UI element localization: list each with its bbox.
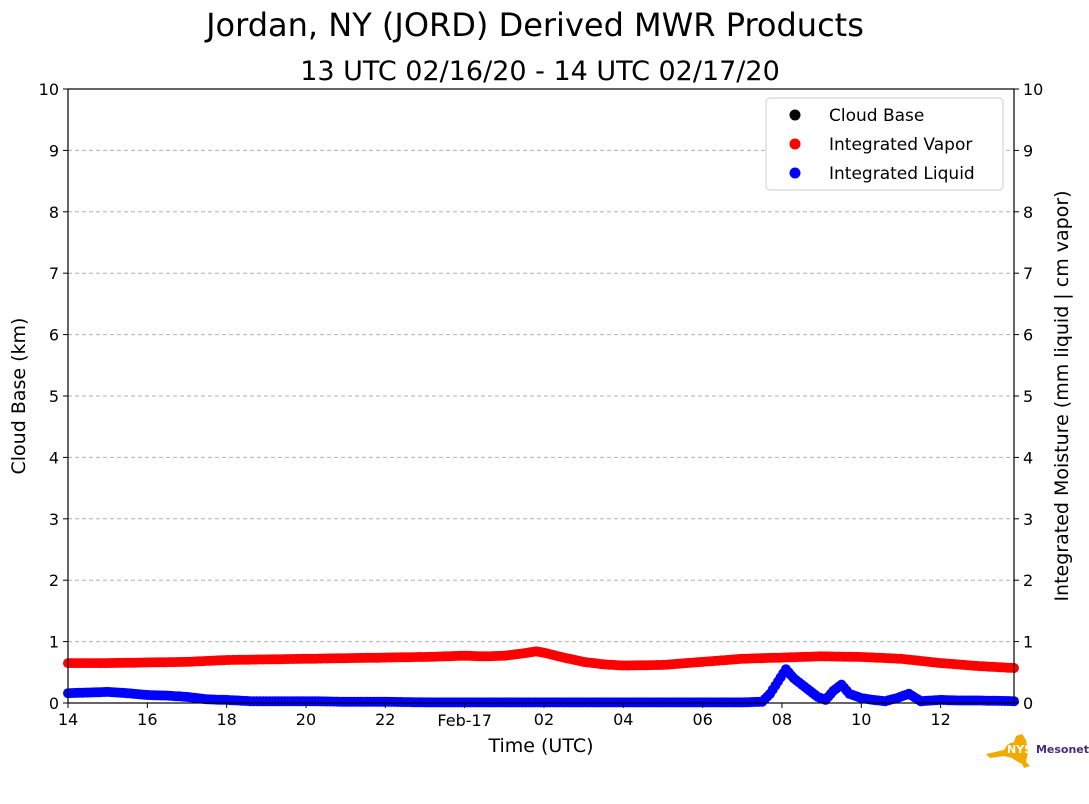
chart-subtitle: 13 UTC 02/16/20 - 14 UTC 02/17/20 — [300, 56, 780, 87]
y-tick-label-right: 8 — [1023, 203, 1033, 222]
logo-nys-text: NYS — [1007, 743, 1033, 756]
series-integrated-liquid — [63, 664, 1019, 708]
y-tick-label-right: 10 — [1023, 80, 1043, 99]
legend-label-cloud-base: Cloud Base — [829, 106, 924, 126]
y-tick-label-right: 6 — [1023, 326, 1033, 345]
y-tick-label-right: 2 — [1023, 571, 1033, 590]
series-layer — [63, 646, 1019, 708]
y-tick-label-right: 7 — [1023, 264, 1033, 283]
x-tick-label: 16 — [137, 710, 157, 729]
grid-lines — [68, 149, 1014, 643]
x-tick-label: 20 — [296, 710, 316, 729]
x-axis-label: Time (UTC) — [487, 735, 593, 757]
x-tick-label: 22 — [375, 710, 395, 729]
legend-label-integrated-vapor: Integrated Vapor — [829, 135, 972, 155]
y-tick-label-right: 5 — [1023, 387, 1033, 406]
x-tick-label: 12 — [930, 710, 950, 729]
y-tick-label-left: 5 — [49, 387, 59, 406]
legend-marker-integrated-liquid — [789, 167, 801, 179]
x-tick-label: 02 — [534, 710, 554, 729]
x-tick-label: Feb-17 — [437, 711, 491, 730]
x-tick-label: 14 — [58, 710, 78, 729]
series-integrated-vapor — [63, 646, 1019, 673]
y-tick-label-left: 1 — [49, 633, 59, 652]
ny-state-shape-icon — [986, 734, 1030, 768]
x-tick-label: 04 — [613, 710, 633, 729]
logo-mesonet-text: Mesonet — [1035, 743, 1089, 756]
legend-box — [765, 97, 1004, 191]
y-tick-label-left: 2 — [49, 571, 59, 590]
legend-label-integrated-liquid: Integrated Liquid — [829, 164, 975, 184]
y-axis-left: 0 1 2 3 4 5 6 7 8 9 10 — [39, 80, 68, 713]
legend-marker-integrated-vapor — [789, 138, 801, 150]
x-tick-label: 18 — [216, 710, 236, 729]
y-tick-label-left: 9 — [49, 141, 59, 160]
logo-wordmark: NYS Mesonet — [1007, 743, 1089, 756]
y-tick-label-left: 3 — [49, 510, 59, 529]
x-tick-label: 08 — [772, 710, 792, 729]
legend: Cloud Base Integrated Vapor Integrated L… — [765, 97, 1004, 191]
nys-mesonet-logo — [986, 734, 1030, 768]
y-tick-label-left: 0 — [49, 694, 59, 713]
y-tick-label-right: 1 — [1023, 633, 1033, 652]
y-axis-left-label: Cloud Base (km) — [8, 318, 30, 475]
y-tick-label-left: 4 — [49, 448, 59, 467]
y-tick-label-left: 7 — [49, 264, 59, 283]
y-tick-label-left: 8 — [49, 203, 59, 222]
legend-marker-cloud-base — [789, 109, 801, 121]
y-tick-label-right: 4 — [1023, 448, 1033, 467]
y-tick-label-left: 6 — [49, 326, 59, 345]
y-tick-label-left: 10 — [39, 80, 59, 99]
x-tick-label: 10 — [851, 710, 871, 729]
chart-title: Jordan, NY (JORD) Derived MWR Products — [204, 6, 864, 44]
y-tick-label-right: 3 — [1023, 510, 1033, 529]
y-tick-label-right: 0 — [1023, 694, 1033, 713]
x-tick-label: 06 — [692, 710, 712, 729]
y-axis-right-label: Integrated Moisture (mm liquid | cm vapo… — [1051, 190, 1073, 601]
y-axis-right: 0 1 2 3 4 5 6 7 8 9 10 — [1014, 80, 1043, 713]
x-axis: 14 16 18 20 22 Feb-17 02 04 06 08 10 12 — [58, 703, 951, 730]
y-tick-label-right: 9 — [1023, 141, 1033, 160]
